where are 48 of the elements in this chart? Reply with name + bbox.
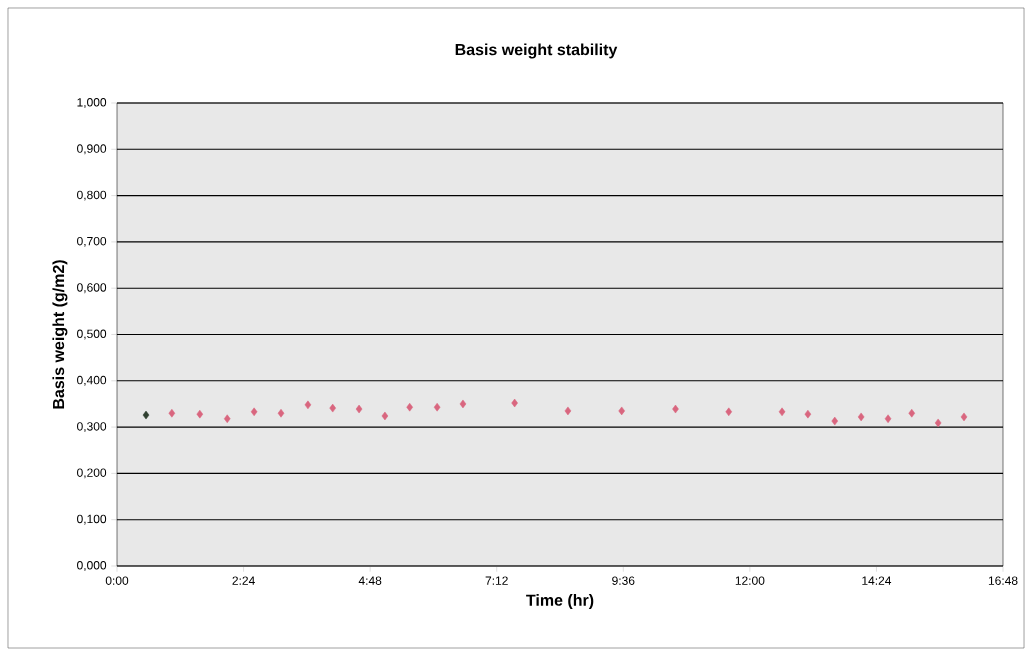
- point: [804, 409, 812, 419]
- point: [778, 407, 786, 417]
- point: [564, 406, 572, 416]
- x-tick-label: 14:24: [862, 576, 892, 585]
- x-tick-label: 0:00: [105, 576, 129, 585]
- x-tick-label: 9:36: [612, 576, 635, 585]
- point: [196, 409, 204, 419]
- point: [355, 404, 363, 414]
- point: [908, 408, 916, 418]
- point: [223, 414, 231, 424]
- x-tick-label: 7:12: [485, 576, 508, 585]
- point: [960, 412, 968, 422]
- y-axis-title: Basis weight (g/m2): [52, 260, 68, 409]
- chart-title: Basis weight stability: [455, 43, 618, 59]
- y-tick-label: 0,100: [77, 514, 107, 525]
- point: [168, 408, 176, 418]
- point: [277, 408, 285, 418]
- x-tick-label: 4:48: [358, 576, 382, 585]
- point: [329, 403, 336, 413]
- point: [304, 400, 312, 410]
- point: [618, 406, 625, 416]
- point: [725, 407, 733, 417]
- point: [459, 399, 467, 409]
- y-tick-label: 0,500: [77, 329, 107, 340]
- y-tick-label: 0,900: [77, 144, 107, 155]
- y-tick-label: 0,600: [77, 283, 107, 294]
- x-tick-label: 16:48: [988, 576, 1018, 585]
- x-axis-title: Time (hr): [526, 594, 594, 609]
- point: [381, 411, 389, 421]
- y-tick-label: 0,800: [77, 190, 107, 201]
- y-tick-label: 0,200: [77, 468, 107, 479]
- point: [406, 402, 413, 412]
- point: [884, 414, 892, 424]
- x-tick-label: 12:00: [735, 576, 765, 585]
- point: [934, 418, 942, 428]
- point: [142, 410, 150, 420]
- point: [511, 398, 518, 408]
- point: [672, 404, 679, 414]
- x-tick-label: 2:24: [232, 576, 255, 585]
- point: [831, 416, 839, 426]
- y-tick-label: 0,300: [77, 422, 107, 433]
- point: [857, 412, 865, 422]
- y-tick-label: 0,400: [77, 375, 107, 386]
- point: [250, 407, 258, 417]
- y-tick-label: 0,700: [77, 236, 107, 247]
- point: [433, 402, 441, 412]
- y-tick-label: 0,000: [77, 561, 107, 571]
- y-tick-label: 1,000: [77, 98, 107, 108]
